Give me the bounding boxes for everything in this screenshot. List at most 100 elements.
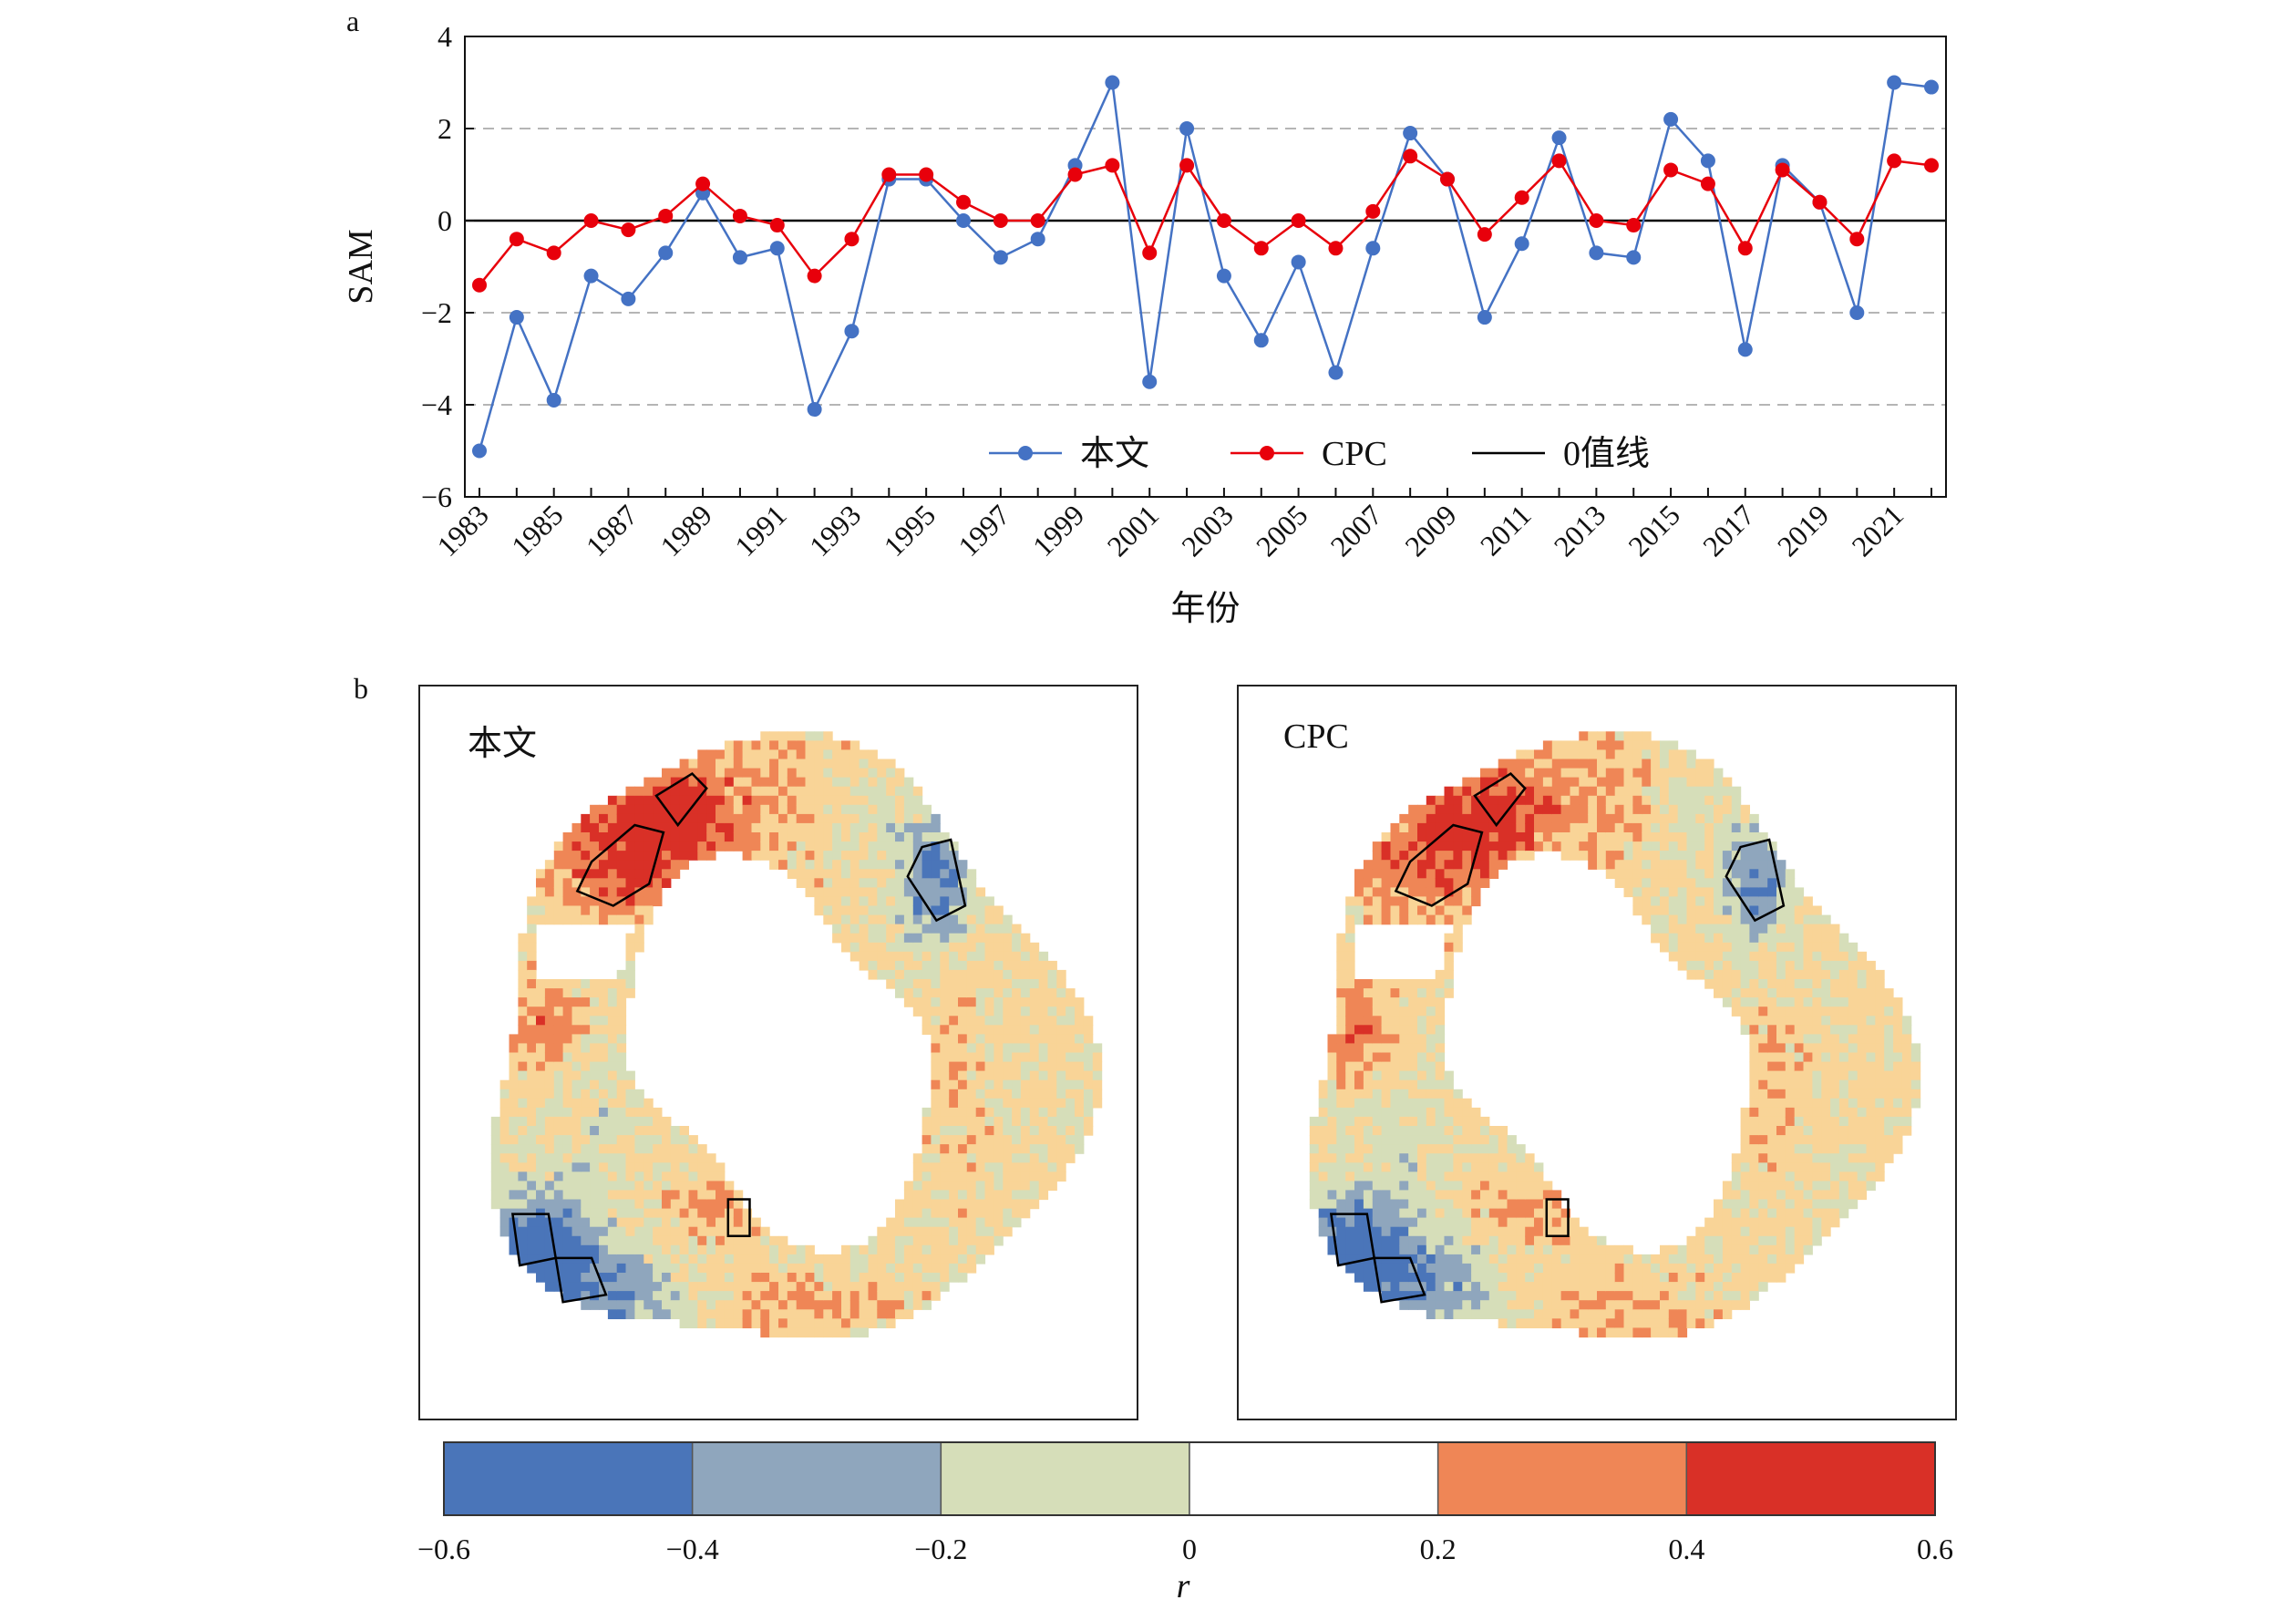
map-cell (1471, 1282, 1481, 1292)
map-cell (490, 1135, 501, 1145)
map-cell (1480, 1309, 1490, 1319)
map-cell (688, 1181, 698, 1192)
map-cell (1714, 979, 1724, 989)
map-cell (778, 813, 788, 824)
map-cell (607, 822, 618, 833)
map-cell (1020, 1190, 1031, 1201)
map-cell (1660, 749, 1670, 760)
map-cell (832, 786, 842, 797)
map-cell (751, 1282, 761, 1292)
map-cell (1381, 1025, 1391, 1035)
map-cell (787, 822, 798, 833)
map-cell (958, 960, 968, 971)
map-cell (1660, 878, 1670, 888)
map-cell (1444, 786, 1454, 797)
map-cell (1471, 896, 1481, 907)
map-cell (1516, 804, 1526, 815)
map-cell (1651, 768, 1661, 779)
map-cell (886, 878, 896, 888)
map-cell (1830, 1016, 1840, 1026)
map-cell (742, 841, 752, 852)
map-cell (832, 841, 842, 852)
map-cell (697, 841, 707, 852)
map-cell (814, 777, 824, 788)
map-cell (1614, 813, 1625, 824)
map-cell (1749, 1254, 1759, 1265)
map-cell (886, 869, 896, 879)
map-cell (1614, 1300, 1625, 1310)
map-cell (805, 1273, 815, 1283)
map-cell (1471, 841, 1481, 852)
map-cell (518, 1098, 528, 1109)
map-cell (1767, 933, 1777, 944)
map-cell (1749, 942, 1759, 953)
map-cell (1668, 896, 1679, 907)
map-cell (1426, 1079, 1436, 1090)
map-cell (1327, 1034, 1337, 1045)
map-cell (1426, 1190, 1436, 1201)
map-cell (760, 832, 770, 842)
map-cell (1821, 1217, 1831, 1228)
map-cell (1372, 914, 1383, 925)
map-cell (1012, 1043, 1022, 1054)
map-cell (1363, 1282, 1374, 1292)
map-cell (697, 1254, 707, 1265)
map-cell (1588, 740, 1598, 751)
map-cell (966, 1135, 977, 1145)
map-cell (1632, 832, 1642, 842)
map-cell (527, 960, 537, 971)
map-cell (1408, 1116, 1418, 1127)
map-cell (1029, 960, 1040, 971)
map-cell (949, 1208, 959, 1219)
map-cell (670, 1300, 681, 1310)
map-cell (643, 777, 654, 788)
map-cell (1542, 768, 1553, 779)
map-cell (1056, 1016, 1066, 1026)
map-cell (940, 1107, 950, 1118)
map-cell (662, 1208, 672, 1219)
map-cell (643, 914, 654, 925)
map-cell (823, 878, 833, 888)
map-cell (1038, 1025, 1049, 1035)
map-cell (912, 1263, 923, 1274)
map-cell (590, 1300, 600, 1310)
map-cell (823, 860, 833, 870)
map-cell (1677, 749, 1688, 760)
map-cell (1660, 1300, 1670, 1310)
map-cell (1848, 1079, 1858, 1090)
map-cell (1910, 1043, 1921, 1054)
map-cell (562, 1061, 572, 1072)
map-cell (571, 878, 582, 888)
map-cell (1588, 860, 1598, 870)
map-cell (1794, 1061, 1805, 1072)
map-cell (518, 942, 528, 953)
map-cell (1623, 1244, 1633, 1255)
map-cell (590, 860, 600, 870)
data-point (1440, 171, 1455, 187)
map-cell (1785, 1217, 1796, 1228)
map-cell (1686, 1300, 1696, 1310)
map-cell (1435, 869, 1446, 879)
map-cell (778, 841, 788, 852)
map-cell (1462, 905, 1472, 916)
map-cell (895, 942, 905, 953)
map-cell (1372, 1282, 1383, 1292)
map-cell (544, 1107, 555, 1118)
map-cell (1426, 1172, 1436, 1182)
map-cell (1875, 1144, 1885, 1154)
map-cell (1740, 1126, 1750, 1136)
map-cell (1381, 851, 1391, 861)
map-cell (688, 1254, 698, 1265)
map-cell (571, 1226, 582, 1237)
map-cell (921, 860, 932, 870)
map-cell (1453, 795, 1463, 806)
data-point (1253, 333, 1269, 348)
map-cell (975, 1079, 986, 1090)
map-cell (1821, 1144, 1831, 1154)
map-cell (1551, 777, 1562, 788)
map-cell (509, 1098, 519, 1109)
map-cell (903, 942, 914, 953)
map-cell (1749, 896, 1759, 907)
map-cell (1372, 1016, 1383, 1026)
map-cell (859, 777, 869, 788)
